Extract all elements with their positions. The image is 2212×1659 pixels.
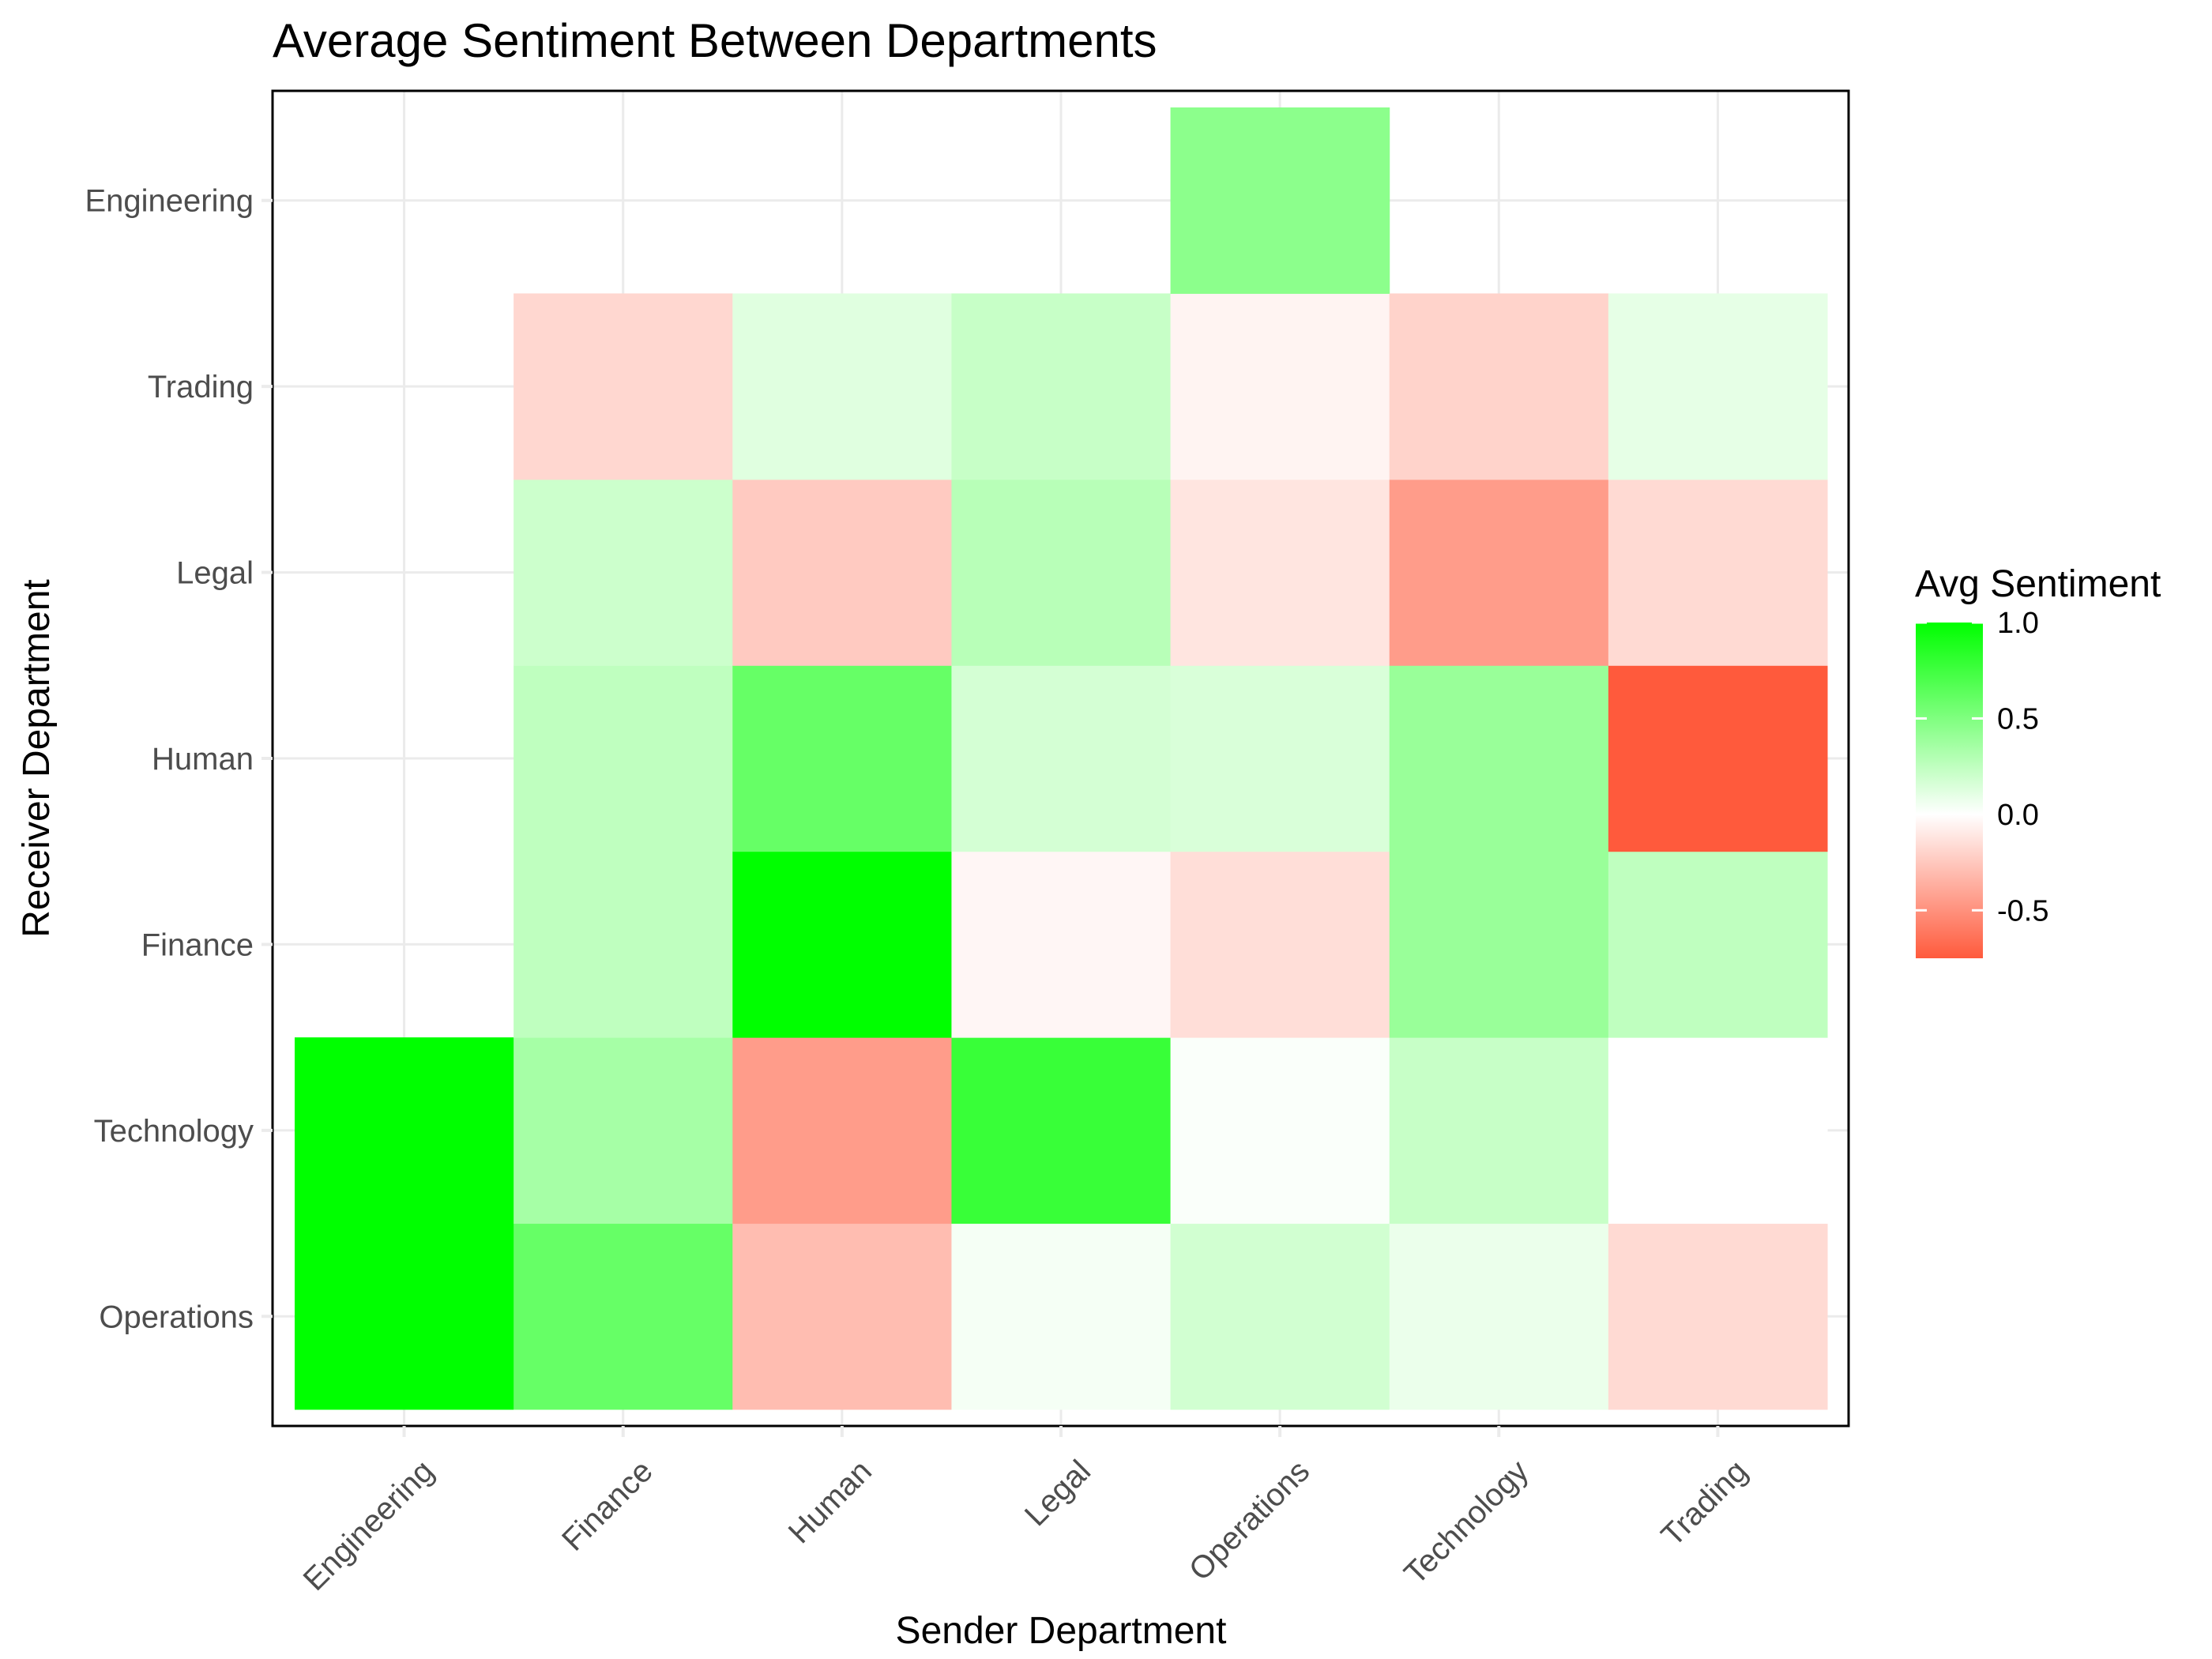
heatmap-cell bbox=[1389, 1037, 1609, 1224]
heatmap-cell bbox=[1170, 1037, 1390, 1224]
heatmap-cell bbox=[732, 665, 952, 852]
heatmap-cell bbox=[732, 293, 952, 480]
x-tick-labels: Engineering Finance Human Legal Operations Te… bbox=[297, 1454, 1755, 1597]
legend-tick-label: 0.5 bbox=[1997, 702, 2039, 735]
heatmap-cell bbox=[514, 293, 733, 480]
x-tick-label: Finance bbox=[555, 1454, 660, 1558]
x-axis-title: Sender Department bbox=[896, 1610, 1227, 1652]
y-axis-title: Receiver Department bbox=[16, 579, 58, 938]
heatmap-cell bbox=[1170, 851, 1390, 1038]
legend-tick-label: 1.0 bbox=[1997, 607, 2039, 640]
heatmap-cell bbox=[1608, 293, 1828, 480]
heatmap-cell bbox=[514, 1037, 733, 1224]
heatmap-cell bbox=[951, 665, 1172, 852]
heatmap-cell bbox=[1389, 665, 1609, 852]
heatmap-cell bbox=[1608, 1223, 1828, 1410]
heatmap-cell bbox=[951, 479, 1172, 666]
heatmap-cell bbox=[295, 1223, 514, 1410]
heatmap-cell bbox=[732, 851, 952, 1038]
heatmap-cell bbox=[514, 851, 733, 1038]
heatmap-cell bbox=[951, 1223, 1172, 1410]
y-tick-label: Human bbox=[152, 742, 254, 777]
y-tick-label: Technology bbox=[94, 1114, 254, 1149]
heatmap-cell bbox=[1170, 665, 1390, 852]
heatmap-cell bbox=[951, 851, 1172, 1038]
heatmap-cell bbox=[1170, 1223, 1390, 1410]
heatmap-cell bbox=[951, 293, 1172, 480]
heatmap-cell bbox=[1170, 293, 1390, 480]
heatmap-cell bbox=[1608, 665, 1828, 852]
heatmap-cell bbox=[732, 1223, 952, 1410]
heatmap-cell bbox=[1608, 1037, 1828, 1224]
x-tick-label: Trading bbox=[1655, 1454, 1755, 1553]
y-tick-label: Operations bbox=[99, 1300, 254, 1334]
legend-color-bar bbox=[1916, 623, 1983, 958]
heatmap-cell bbox=[951, 1037, 1172, 1224]
heatmap-cell bbox=[1389, 1223, 1609, 1410]
heatmap-cell bbox=[732, 1037, 952, 1224]
legend-title: Avg Sentiment bbox=[1915, 563, 2161, 605]
x-tick-label: Engineering bbox=[297, 1454, 441, 1597]
heatmap-cell bbox=[514, 1223, 733, 1410]
x-tick-label: Legal bbox=[1018, 1454, 1097, 1533]
x-tick-label: Human bbox=[782, 1454, 878, 1550]
legend-tick-label: -0.5 bbox=[1997, 894, 2048, 927]
heatmap-cell bbox=[1170, 479, 1390, 666]
axis-ticks bbox=[261, 198, 1720, 1437]
heatmap-cell bbox=[1608, 851, 1828, 1038]
heatmap-cell bbox=[1389, 851, 1609, 1038]
heatmap-cell bbox=[1389, 479, 1609, 666]
y-tick-label: Engineering bbox=[85, 184, 254, 219]
heatmap-cells bbox=[295, 107, 1828, 1410]
heatmap-cell bbox=[514, 479, 733, 666]
heatmap-cell bbox=[1170, 107, 1390, 294]
x-tick-label: Operations bbox=[1183, 1454, 1316, 1587]
y-tick-labels: Operations Technology Finance Human Legal Tra… bbox=[85, 184, 254, 1335]
chart-title: Average Sentiment Between Departments bbox=[273, 14, 1157, 67]
heatmap-cell bbox=[1389, 293, 1609, 480]
legend-ticks: 1.0 0.5 0.0 -0.5 bbox=[1916, 607, 2048, 927]
y-tick-label: Trading bbox=[148, 370, 254, 404]
heatmap-cell bbox=[732, 479, 952, 666]
x-tick-label: Technology bbox=[1398, 1454, 1535, 1591]
heatmap-cell bbox=[514, 665, 733, 852]
heatmap-cell bbox=[295, 1037, 514, 1224]
legend: Avg Sentiment 1.0 0.5 0.0 -0.5 bbox=[1915, 563, 2161, 958]
y-tick-label: Legal bbox=[176, 556, 254, 591]
y-tick-label: Finance bbox=[141, 927, 254, 962]
legend-tick-label: 0.0 bbox=[1997, 799, 2039, 832]
heatmap-cell bbox=[1608, 479, 1828, 666]
